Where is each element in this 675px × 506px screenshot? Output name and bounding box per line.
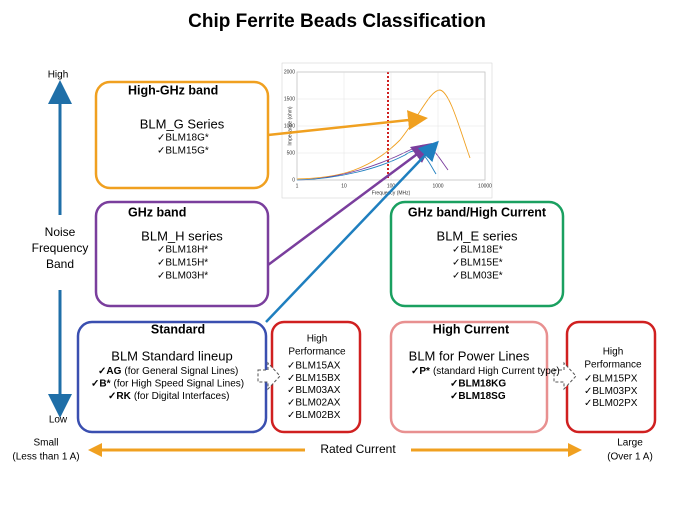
series-name: BLM_E series: [437, 228, 518, 243]
item: ✓BLM03AX: [287, 385, 341, 396]
item: ✓BLM15AX: [287, 361, 341, 372]
item: ✓RK (for Digital Interfaces): [108, 391, 229, 402]
item: ✓BLM02BX: [287, 410, 341, 421]
box-header: Performance: [584, 360, 642, 371]
axis-high: High: [48, 70, 69, 81]
box-header: Standard: [151, 322, 205, 336]
axis-rated: Rated Current: [320, 442, 396, 456]
box: [94, 80, 270, 190]
axis-label: Frequency: [32, 241, 89, 255]
connector: [265, 140, 439, 323]
inset-ytick: 1000: [284, 123, 295, 129]
box-header: High: [307, 334, 328, 345]
item-text: (standard High Current type): [433, 366, 560, 377]
item-code: ✓P*: [411, 366, 430, 377]
item: ✓BLM03H*: [157, 271, 208, 282]
box: [76, 320, 268, 434]
axis-low: Low: [49, 415, 68, 426]
item: ✓BLM18H*: [157, 245, 208, 256]
connector: [267, 143, 433, 267]
inset-ytick: 500: [287, 150, 296, 156]
item-code: ✓B*: [91, 378, 111, 389]
item-code: ✓RK: [108, 391, 132, 402]
vertical-axis: High Noise Frequency Band Low: [32, 70, 89, 426]
inset-xtick: 10: [341, 183, 347, 189]
inset-ytick: 1500: [284, 96, 295, 102]
item: ✓BLM15E*: [452, 258, 503, 269]
label-bg: [305, 441, 411, 459]
axis-label: Band: [46, 257, 74, 271]
inset-xlabel: Frequency (MHz): [372, 190, 411, 196]
inset-ytick: 0: [292, 177, 295, 183]
item: ✓BLM18SG: [450, 391, 506, 402]
box: [389, 320, 549, 434]
item-code: ✓BLM18SG: [450, 391, 506, 402]
item: ✓BLM15PX: [584, 374, 638, 385]
box-header: GHz band: [128, 205, 186, 219]
item: ✓BLM15H*: [157, 258, 208, 269]
arrow-head: [88, 443, 102, 457]
series-name: BLM Standard lineup: [111, 348, 232, 363]
item: ✓BLM03PX: [584, 386, 638, 397]
item: ✓BLM02AX: [287, 398, 341, 409]
item: ✓BLM03E*: [452, 271, 503, 282]
item: ✓BLM18KG: [450, 378, 506, 389]
inset-ytick: 2000: [284, 69, 295, 75]
box-header: High: [603, 347, 624, 358]
box-header: High Current: [433, 322, 510, 336]
series-name: BLM for Power Lines: [409, 348, 530, 363]
axis-small: Small: [33, 438, 58, 449]
box: [94, 200, 270, 308]
item: ✓P* (standard High Current type): [411, 366, 560, 377]
axis-large: (Over 1 A): [607, 452, 653, 463]
box-header: GHz band/High Current: [408, 205, 547, 219]
inset-xtick: 10000: [478, 183, 492, 189]
axis-label: Noise: [45, 225, 76, 239]
item: ✓BLM15BX: [287, 373, 341, 384]
item: ✓BLM15G*: [157, 146, 209, 157]
dashed-arrow: [553, 361, 577, 391]
box-header: Performance: [288, 347, 346, 358]
item-text: (for General Signal Lines): [124, 366, 238, 377]
inset-xtick: 1: [296, 183, 299, 189]
axis-large: Large: [617, 438, 643, 449]
connector: [267, 110, 428, 137]
item-text: (for High Speed Signal Lines): [114, 378, 245, 389]
item: ✓BLM02PX: [584, 398, 638, 409]
arrow-head: [568, 443, 582, 457]
item: ✓BLM18G*: [157, 133, 209, 144]
item-text: (for Digital Interfaces): [134, 391, 230, 402]
box: [389, 200, 565, 308]
axis-small: (Less than 1 A): [12, 452, 79, 463]
box-header: High-GHz band: [128, 83, 218, 97]
horizontal-axis: Rated Current Small (Less than 1 A) Larg…: [12, 438, 652, 463]
title: Chip Ferrite Beads Classification: [188, 11, 486, 32]
inset-xtick: 100: [387, 183, 396, 189]
inset-xtick: 1000: [432, 183, 443, 189]
series-name: BLM_G Series: [140, 116, 225, 131]
item: ✓B* (for High Speed Signal Lines): [91, 378, 244, 389]
item: ✓AG (for General Signal Lines): [98, 366, 238, 377]
dashed-arrow: [257, 361, 281, 391]
inset-ylabel: Impedance (ohm): [287, 106, 293, 146]
series-name: BLM_H series: [141, 228, 223, 243]
item: ✓BLM18E*: [452, 245, 503, 256]
item-code: ✓AG: [98, 366, 122, 377]
item-code: ✓BLM18KG: [450, 378, 506, 389]
